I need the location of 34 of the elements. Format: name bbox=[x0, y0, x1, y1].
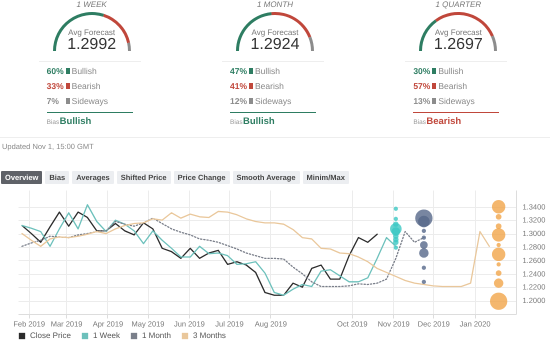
text: Bullish bbox=[243, 116, 275, 127]
legend-label: Bearish bbox=[438, 81, 468, 91]
legend-label: 3 Months bbox=[193, 331, 226, 340]
text: Avg Forecast bbox=[250, 28, 300, 37]
data-label: 57% bbox=[413, 81, 430, 91]
chart-title: 1 MONTH bbox=[256, 0, 294, 9]
text: Bullish bbox=[60, 116, 92, 127]
legend-label: Bullish bbox=[438, 66, 464, 76]
text: Avg Forecast bbox=[67, 28, 116, 37]
chart-title: 1 WEEK bbox=[76, 0, 108, 9]
legend-label: Sideways bbox=[72, 96, 108, 106]
legend-label: Bullish bbox=[255, 66, 280, 76]
data-label: 47% bbox=[230, 66, 248, 76]
data-label: 13% bbox=[413, 96, 430, 106]
text: Avg Forecast bbox=[434, 28, 483, 37]
chart-title: 1 QUARTER bbox=[434, 0, 482, 9]
legend-label: Sideways bbox=[438, 96, 475, 106]
text: 1.2924 bbox=[250, 36, 300, 54]
text: 1.2992 bbox=[66, 36, 118, 54]
legend-label: 1 Month bbox=[142, 331, 171, 340]
data-label: 30% bbox=[413, 66, 430, 76]
legend-label: Sideways bbox=[255, 96, 292, 106]
legend-label: 1 Week bbox=[93, 331, 121, 340]
text: Bearish bbox=[426, 116, 462, 127]
text: 1.2697 bbox=[432, 36, 484, 54]
data-label: 33% bbox=[46, 81, 64, 91]
data-label: 12% bbox=[230, 96, 248, 106]
legend-label: Bearish bbox=[72, 81, 100, 91]
legend-label: Close Price bbox=[30, 331, 72, 340]
data-label: 60% bbox=[46, 66, 64, 76]
legend-label: Bearish bbox=[255, 81, 284, 91]
legend-label: Bullish bbox=[72, 66, 97, 76]
data-label: 7% bbox=[46, 96, 59, 106]
data-label: 41% bbox=[230, 81, 248, 91]
